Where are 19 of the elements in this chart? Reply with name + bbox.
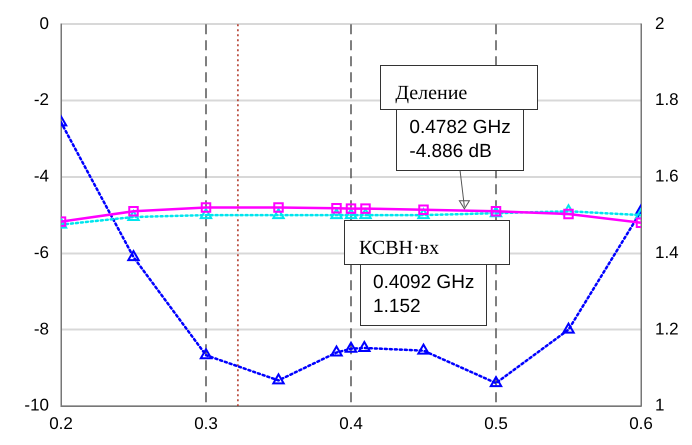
y2-tick-label: 2 (655, 14, 664, 33)
y-tick-label: -6 (34, 242, 49, 262)
callout-box: Деление 0.4782 GHz -4.886 dB (380, 64, 538, 171)
y-tick-label: -8 (34, 319, 49, 338)
y-tick-label: -4 (34, 166, 49, 186)
y2-tick-label: 1 (655, 396, 664, 415)
y2-tick-label: 1.2 (655, 319, 679, 338)
x-tick-label: 0.4 (339, 414, 363, 433)
y2-tick-label: 1.4 (655, 242, 679, 262)
y-tick-label: 0 (40, 14, 49, 33)
y-tick-label: -2 (34, 90, 49, 110)
y-tick-label: -10 (24, 396, 49, 415)
callout-box: КСВН·вх 0.4092 GHz 1.152 (344, 220, 510, 326)
x-tick-label: 0.5 (484, 414, 508, 433)
x-tick-label: 0.6 (629, 414, 653, 433)
y2-tick-label: 1.6 (655, 166, 679, 186)
x-tick-label: 0.3 (194, 414, 218, 433)
y2-tick-label: 1.8 (655, 90, 679, 110)
x-tick-label: 0.2 (49, 414, 73, 433)
